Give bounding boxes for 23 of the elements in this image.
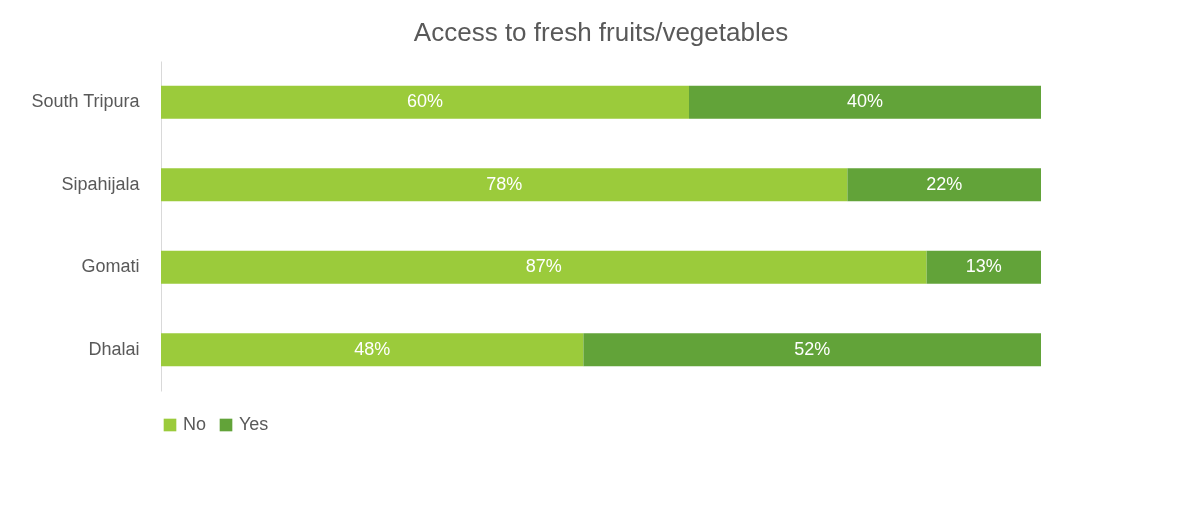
chart-title: Access to fresh fruits/vegetables bbox=[413, 17, 789, 47]
bar bbox=[847, 168, 1041, 202]
data-label: 48% bbox=[354, 338, 391, 359]
y-tick-label: South Tripura bbox=[31, 91, 141, 112]
data-label: 13% bbox=[965, 256, 1002, 277]
data-label: 52% bbox=[794, 338, 831, 359]
bar bbox=[161, 333, 584, 367]
data-label: 87% bbox=[525, 256, 562, 277]
data-label: 40% bbox=[846, 91, 884, 112]
bar bbox=[161, 85, 689, 119]
legend-label: No bbox=[183, 414, 207, 434]
data-label: 22% bbox=[926, 173, 963, 194]
bar bbox=[161, 250, 927, 284]
legend-label: Yes bbox=[239, 414, 269, 434]
bar bbox=[926, 250, 1041, 284]
bar bbox=[161, 168, 848, 202]
y-tick-label: Gomati bbox=[81, 256, 140, 277]
data-label: 60% bbox=[406, 91, 444, 112]
y-tick-label: Sipahijala bbox=[61, 173, 141, 194]
bar bbox=[689, 85, 1041, 119]
bar bbox=[583, 333, 1041, 367]
y-tick-label: Dhalai bbox=[88, 338, 140, 359]
data-label: 78% bbox=[486, 173, 523, 194]
